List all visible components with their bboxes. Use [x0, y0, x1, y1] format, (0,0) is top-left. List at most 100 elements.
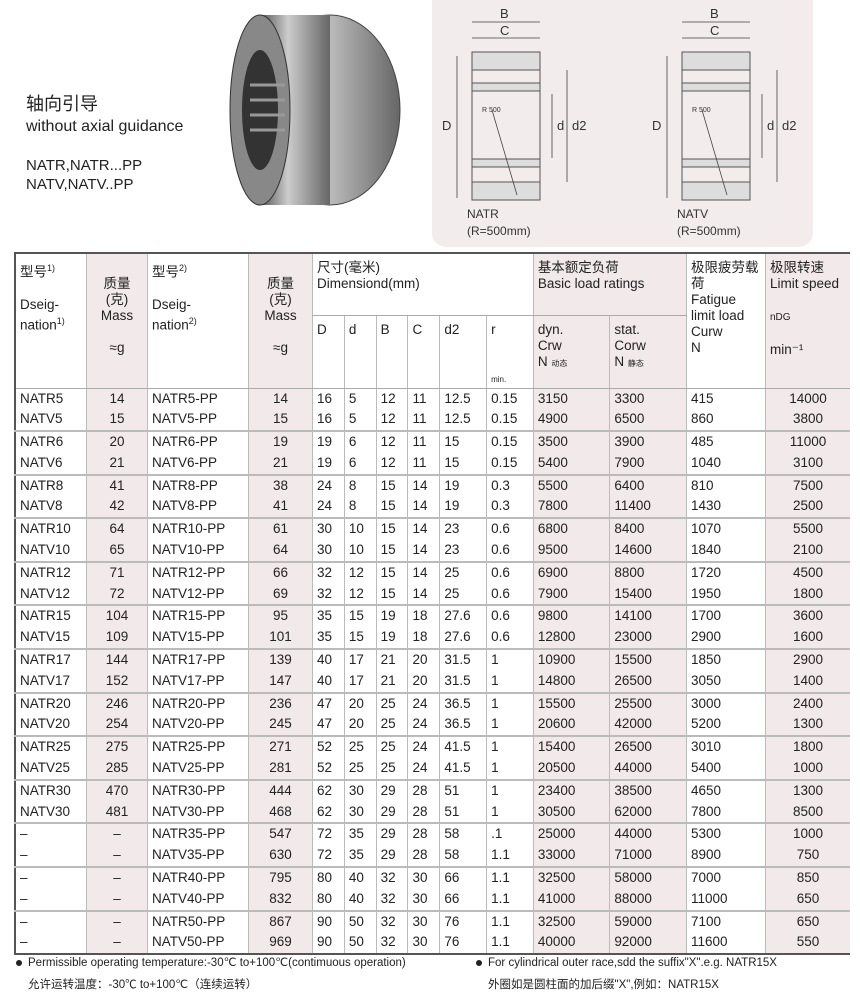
- cell-mass1: –: [86, 909, 148, 933]
- cell-B: 25: [375, 758, 408, 780]
- cell-r: 1: [486, 714, 534, 737]
- cell-B: 29: [375, 845, 408, 868]
- cell-designation1: NATV8: [14, 496, 87, 519]
- cell-mass2: 281: [248, 758, 313, 780]
- cell-B: 21: [375, 648, 408, 671]
- table-row: NATR25 275 NATR25-PP 271 52 25 25 24 41.5 1 15400 2…: [14, 735, 850, 759]
- diagram-label: R 500: [482, 107, 501, 114]
- cell-d: 10: [343, 540, 377, 562]
- cell-d2: 41.5: [439, 735, 487, 759]
- cell-speed: 1600: [765, 627, 850, 650]
- cell-mass1: 71: [86, 560, 148, 584]
- cell-stat: 58000: [609, 866, 687, 889]
- cell-stat: 6400: [609, 473, 687, 497]
- cell-designation1: NATR6: [14, 430, 87, 453]
- diagram-label: d: [557, 118, 564, 133]
- cell-D: 24: [312, 473, 345, 497]
- cell-C: 14: [407, 583, 440, 606]
- cell-d2: 41.5: [439, 758, 487, 780]
- cell-dyn: 41000: [532, 888, 610, 911]
- cell-d2: 58: [439, 822, 487, 846]
- table-row: – – NATV35-PP 630 72 35 29 28 58 1.1 33000 71000 890…: [14, 845, 850, 868]
- cell-speed: 7500: [765, 473, 850, 497]
- cell-stat: 26500: [609, 735, 687, 759]
- cell-B: 25: [375, 714, 408, 737]
- cell-designation2: NATR10-PP: [147, 517, 249, 541]
- cell-r: 1.1: [486, 866, 534, 889]
- cell-B: 32: [375, 909, 408, 933]
- cell-D: 72: [312, 845, 345, 868]
- cell-designation2: NATV12-PP: [147, 583, 249, 606]
- cell-speed: 1300: [765, 778, 850, 802]
- cell-B: 32: [375, 866, 408, 889]
- cell-fatigue: 5300: [686, 822, 766, 846]
- cell-designation2: NATR8-PP: [147, 473, 249, 497]
- mass1-header: 质量 (克) Mass ≈g: [86, 253, 148, 389]
- cell-C: 28: [407, 778, 440, 802]
- cell-dyn: 30500: [532, 801, 610, 824]
- cell-B: 15: [375, 583, 408, 606]
- cell-dyn: 12800: [532, 627, 610, 650]
- cell-B: 32: [375, 932, 408, 955]
- cell-designation1: –: [14, 866, 87, 889]
- cell-designation1: NATR20: [14, 691, 87, 715]
- cell-d: 25: [343, 735, 377, 759]
- cell-B: 19: [375, 604, 408, 628]
- cell-speed: 11000: [765, 430, 850, 453]
- cell-mass1: 15: [86, 409, 148, 432]
- cell-stat: 15400: [609, 583, 687, 606]
- cell-designation1: NATV17: [14, 670, 87, 693]
- cell-designation2: NATR20-PP: [147, 691, 249, 715]
- bearing-photo: [229, 14, 401, 206]
- cell-designation2: NATV40-PP: [147, 888, 249, 911]
- cell-d: 6: [343, 452, 377, 475]
- cell-fatigue: 2900: [686, 627, 766, 650]
- cell-mass2: 21: [248, 452, 313, 475]
- table-row: NATV15 109 NATV15-PP 101 35 15 19 18 27.6 0.6 1280…: [14, 627, 850, 650]
- cell-d: 35: [343, 822, 377, 846]
- cell-dyn: 4900: [532, 409, 610, 432]
- table-row: NATR17 144 NATR17-PP 139 40 17 21 20 31.5 1 10900 1…: [14, 648, 850, 671]
- cell-designation1: NATV5: [14, 409, 87, 432]
- diagram-label: R 500: [692, 107, 711, 114]
- cell-speed: 14000: [765, 388, 850, 410]
- cell-designation2: NATR40-PP: [147, 866, 249, 889]
- cell-r: 1: [486, 648, 534, 671]
- diagram-label: B: [710, 6, 719, 21]
- mass2-header: 质量 (克) Mass ≈g: [248, 253, 313, 389]
- cell-d: 20: [343, 691, 377, 715]
- table-row: NATR30 470 NATR30-PP 444 62 30 29 28 51 1 23400 385…: [14, 778, 850, 802]
- cell-mass2: 147: [248, 670, 313, 693]
- title-block: 轴向引导 without axial guidance NATR,NATR...…: [26, 90, 183, 194]
- cell-C: 14: [407, 540, 440, 562]
- table-row: NATV6 21 NATV6-PP 21 19 6 12 11 15 0.15 5400 7900 10…: [14, 452, 850, 475]
- diagram-label: (R=500mm): [467, 224, 531, 238]
- cell-mass2: 41: [248, 496, 313, 519]
- cell-d: 8: [343, 496, 377, 519]
- cell-designation2: NATR12-PP: [147, 560, 249, 584]
- cell-C: 11: [407, 452, 440, 475]
- dim-d2: d2: [439, 315, 487, 389]
- cell-D: 47: [312, 714, 345, 737]
- load-ratings-header: 基本额定负荷 Basic load ratings: [532, 253, 687, 316]
- table-row: – – NATV50-PP 969 90 50 32 30 76 1.1 40000 92000 116…: [14, 932, 850, 955]
- cell-D: 35: [312, 627, 345, 650]
- cell-r: 0.15: [486, 452, 534, 475]
- dim-B: B: [375, 315, 408, 389]
- cell-C: 14: [407, 473, 440, 497]
- cell-d2: 27.6: [439, 627, 487, 650]
- cell-d2: 76: [439, 909, 487, 933]
- cell-mass1: 246: [86, 691, 148, 715]
- model-line: NATV,NATV..PP: [26, 176, 134, 193]
- cell-fatigue: 8900: [686, 845, 766, 868]
- cell-C: 28: [407, 822, 440, 846]
- table-row: NATV17 152 NATV17-PP 147 40 17 21 20 31.5 1 14800 2…: [14, 670, 850, 693]
- cell-designation1: NATR12: [14, 560, 87, 584]
- cell-designation1: NATR25: [14, 735, 87, 759]
- note-suffix: For cylindrical outer race,sdd the suffi…: [476, 952, 777, 996]
- cell-D: 90: [312, 932, 345, 955]
- cell-dyn: 9500: [532, 540, 610, 562]
- bullet-icon: [476, 959, 482, 966]
- cell-stat: 42000: [609, 714, 687, 737]
- cell-mass1: –: [86, 866, 148, 889]
